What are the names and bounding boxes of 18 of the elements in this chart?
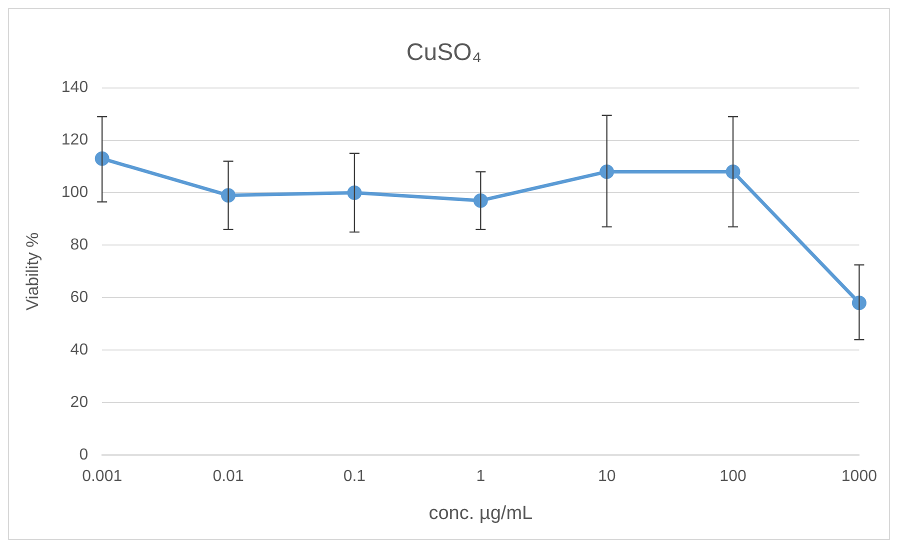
x-axis-title: conc. µg/mL xyxy=(428,502,533,524)
y-tick-label: 60 xyxy=(70,289,88,306)
x-tick-label: 0.1 xyxy=(343,468,366,486)
y-tick-label: 20 xyxy=(70,394,88,411)
y-tick-label: 80 xyxy=(70,236,88,254)
y-tick-label: 140 xyxy=(61,79,88,96)
y-tick-label: 40 xyxy=(70,341,88,358)
x-tick-label: 1000 xyxy=(841,468,878,486)
x-tick-label: 0.001 xyxy=(82,468,122,486)
x-tick-label: 100 xyxy=(720,468,746,486)
y-tick-label: 0 xyxy=(79,446,88,464)
y-tick-label: 100 xyxy=(61,184,88,202)
x-tick-label: 0.01 xyxy=(212,468,244,486)
x-tick-label: 1 xyxy=(476,468,486,486)
x-tick-label: 10 xyxy=(598,468,616,486)
y-tick-label: 120 xyxy=(61,132,88,149)
chart-title: CuSO₄ xyxy=(406,39,482,66)
y-axis-title: Viability % xyxy=(22,232,42,310)
